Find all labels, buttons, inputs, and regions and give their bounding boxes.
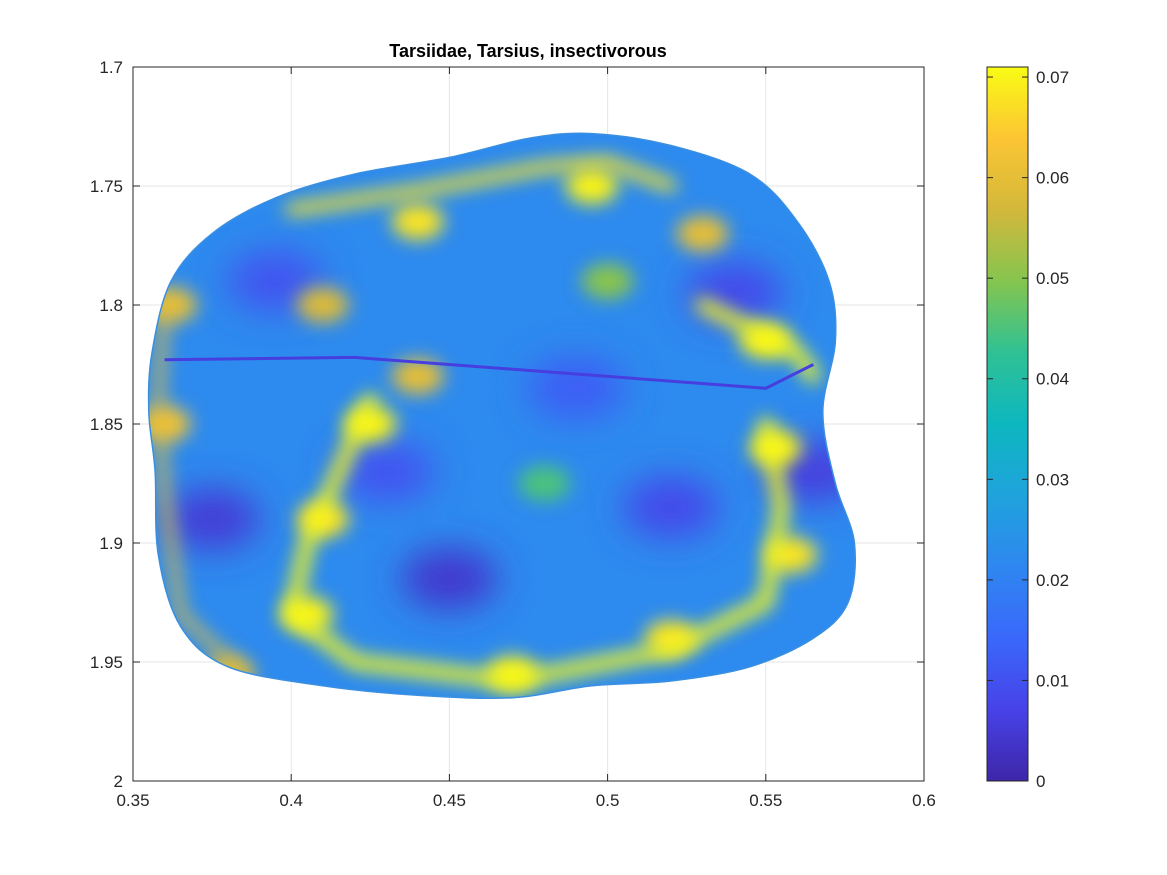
crest-band xyxy=(153,300,249,679)
colorbar-ticks: 0 0.01 0.02 0.03 0.04 0.05 0.06 0.07 xyxy=(987,68,1069,791)
colorbar-tick-label: 0.06 xyxy=(1036,169,1069,188)
colorbar xyxy=(986,66,1029,782)
colorbar-tick-label: 0.03 xyxy=(1036,470,1069,489)
x-tick-label: 0.45 xyxy=(433,791,466,810)
x-tick-label: 0.6 xyxy=(912,791,936,810)
y-tick-label: 1.9 xyxy=(99,534,123,553)
colorbar-tick-label: 0.04 xyxy=(1036,370,1069,389)
ridge-line xyxy=(164,355,814,390)
crest-band xyxy=(285,156,677,216)
coldspot xyxy=(527,358,624,419)
surface-outline xyxy=(147,132,857,700)
x-tick-label: 0.4 xyxy=(279,791,303,810)
y-tick-label: 1.75 xyxy=(90,177,123,196)
x-axis: 0.35 0.4 0.45 0.5 0.55 0.6 xyxy=(116,67,936,810)
hotspot xyxy=(676,215,729,252)
colorbar-tick-label: 0.02 xyxy=(1036,571,1069,590)
coldspot xyxy=(164,489,261,550)
y-tick-label: 2 xyxy=(114,772,123,791)
hotspot xyxy=(148,406,191,442)
hotspot xyxy=(391,358,444,395)
chart-title: Tarsiidae, Tarsius, insectivorous xyxy=(389,41,666,61)
coldspot xyxy=(401,548,498,609)
surface-base xyxy=(148,133,856,699)
colorbar-tick-label: 0.07 xyxy=(1036,68,1069,87)
hotspot xyxy=(581,263,634,300)
colorbar-tick-label: 0.05 xyxy=(1036,269,1069,288)
x-tick-label: 0.5 xyxy=(596,791,620,810)
x-tick-label: 0.55 xyxy=(749,791,782,810)
hotspot xyxy=(518,465,571,502)
colorbar-tick-label: 0 xyxy=(1036,772,1045,791)
colorbar-tick-label: 0.01 xyxy=(1036,671,1069,690)
hotspot xyxy=(296,287,349,323)
x-tick-label: 0.35 xyxy=(116,791,149,810)
y-tick-label: 1.7 xyxy=(99,58,123,77)
crest-band xyxy=(283,393,789,689)
hotspot xyxy=(391,203,444,240)
coldspot xyxy=(622,477,719,538)
y-tick-label: 1.8 xyxy=(99,296,123,315)
coldspot xyxy=(338,441,435,502)
surface-map xyxy=(148,133,856,699)
coldspot xyxy=(227,251,324,312)
y-tick-label: 1.95 xyxy=(90,653,123,672)
y-tick-label: 1.85 xyxy=(90,415,123,434)
y-axis: 1.7 1.75 1.8 1.85 1.9 1.95 2 xyxy=(90,58,924,791)
hotspot xyxy=(565,168,618,204)
